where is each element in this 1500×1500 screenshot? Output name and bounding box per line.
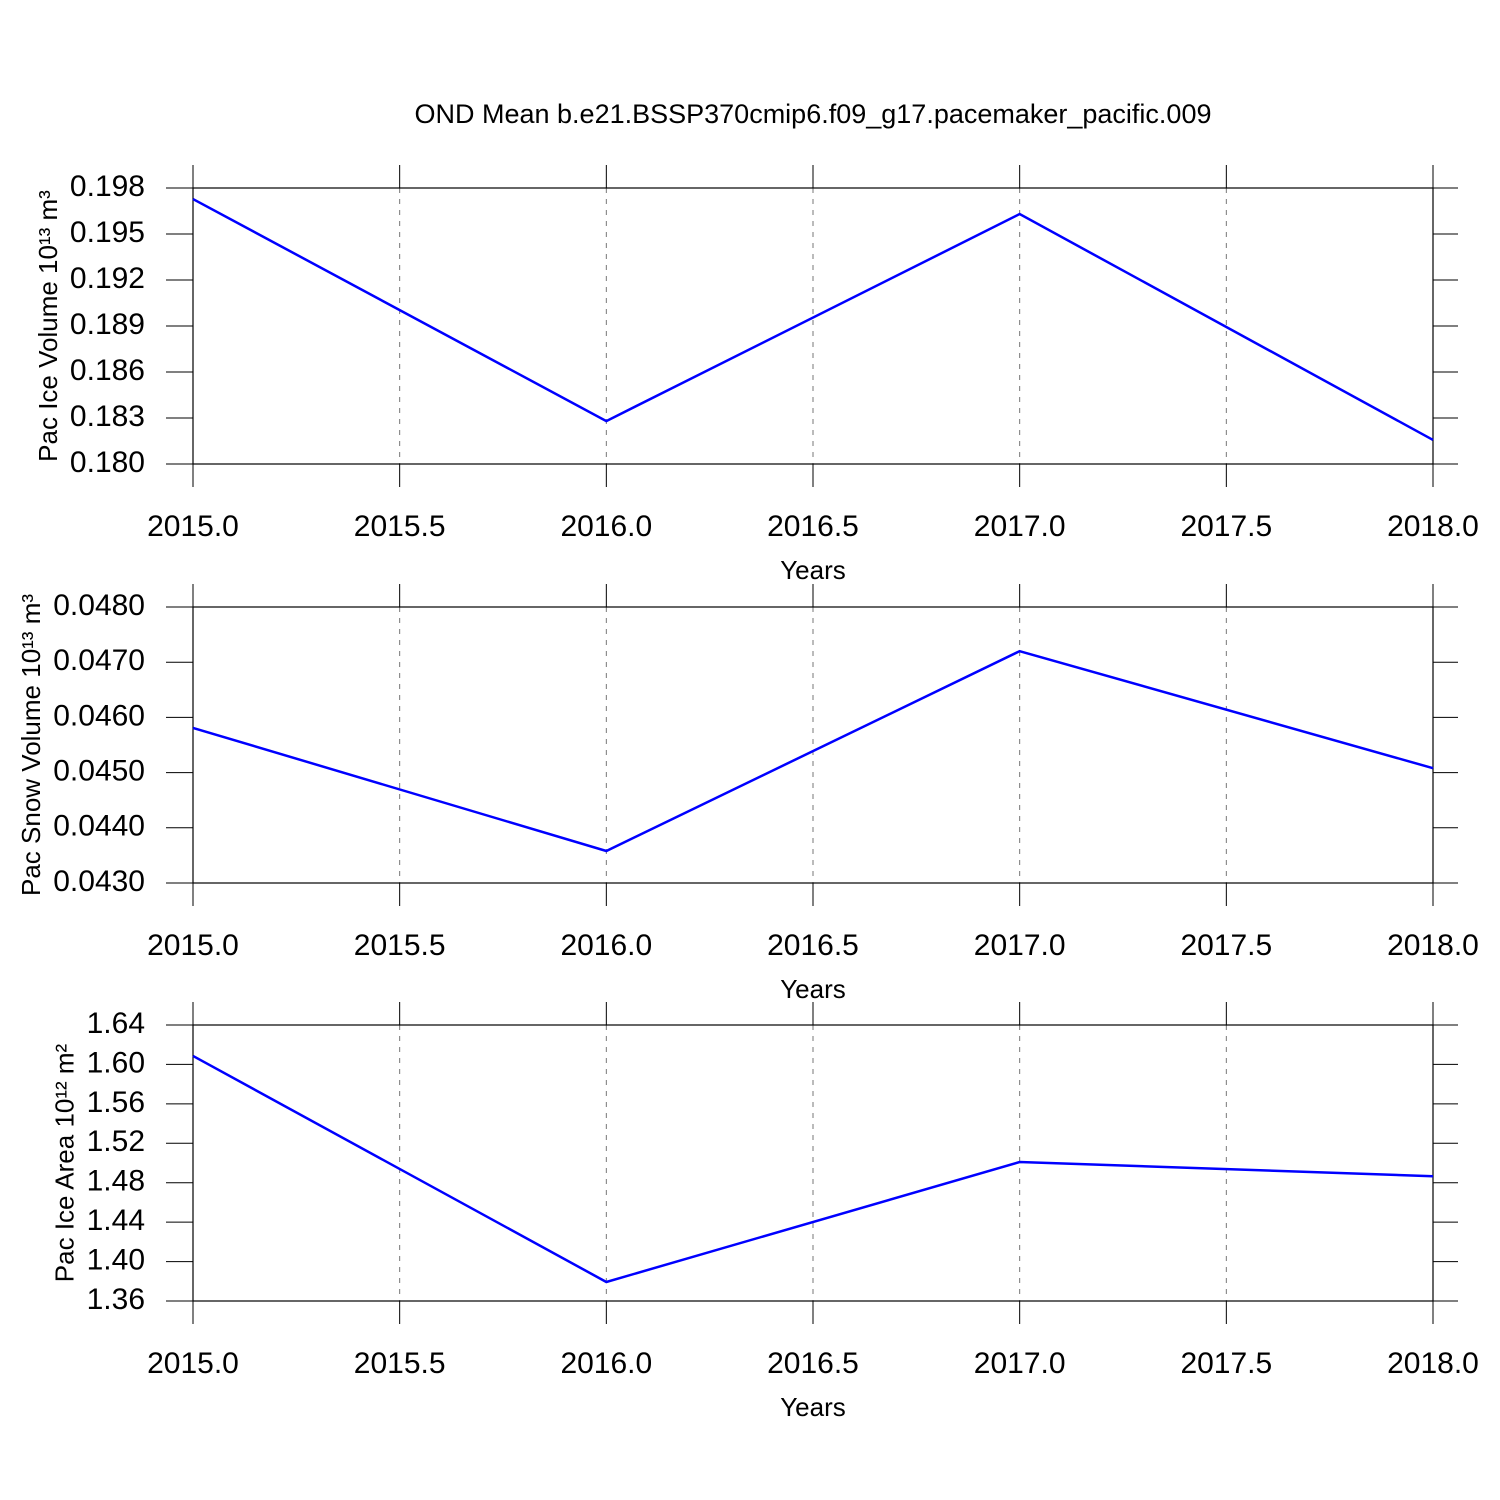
x-tick-label: 2016.5 <box>767 929 859 962</box>
x-tick-label: 2017.5 <box>1180 1347 1272 1380</box>
data-line <box>192 1054 1434 1284</box>
chart-title: OND Mean b.e21.BSSP370cmip6.f09_g17.pace… <box>415 99 1212 129</box>
x-tick-label: 2015.0 <box>147 929 239 962</box>
y-tick-label: 0.198 <box>70 170 145 203</box>
plot-frame <box>192 1024 1434 1302</box>
y-tick-label: 0.186 <box>70 354 145 387</box>
y-tick-label: 1.56 <box>87 1086 145 1119</box>
x-tick-label: 2018.0 <box>1387 1347 1479 1380</box>
y-tick-label: 0.0480 <box>53 589 145 622</box>
y-tick-label: 0.0460 <box>53 699 145 732</box>
y-tick-label: 1.44 <box>87 1204 145 1237</box>
panel: 2015.0 2015.5 2016.0 2016.5 2017.0 2017.5 2018… <box>16 584 1479 1004</box>
y-tick-label: 0.0430 <box>53 865 145 898</box>
x-tick-label: 2016.5 <box>767 1347 859 1380</box>
plot-frame <box>192 187 1434 465</box>
y-tick-label: 1.36 <box>87 1283 145 1316</box>
x-tick-label: 2015.5 <box>354 929 446 962</box>
x-axis-label: Years <box>780 555 846 585</box>
x-tick-label: 2016.0 <box>560 1347 652 1380</box>
data-line <box>192 649 1434 853</box>
x-tick-label: 2015.5 <box>354 510 446 543</box>
y-tick-label: 0.189 <box>70 308 145 341</box>
x-tick-label: 2018.0 <box>1387 929 1479 962</box>
y-axis-label: Pac Ice Area 10¹² m² <box>49 1043 79 1282</box>
x-axis-label: Years <box>780 974 846 1004</box>
x-tick-label: 2018.0 <box>1387 510 1479 543</box>
x-tick-label: 2017.5 <box>1180 929 1272 962</box>
x-tick-label: 2017.5 <box>1180 510 1272 543</box>
panel: 2015.0 2015.5 2016.0 2016.5 2017.0 2017.5 2018… <box>49 1002 1479 1422</box>
x-tick-label: 2017.0 <box>974 929 1066 962</box>
x-tick-label: 2015.0 <box>147 510 239 543</box>
y-tick-label: 1.52 <box>87 1125 145 1158</box>
x-tick-label: 2016.5 <box>767 510 859 543</box>
panel: OND Mean b.e21.BSSP370cmip6.f09_g17.pace… <box>33 99 1479 585</box>
data-line <box>192 197 1434 442</box>
y-axis-label: Pac Ice Volume 10¹³ m³ <box>33 190 63 462</box>
y-tick-label: 0.0440 <box>53 810 145 843</box>
y-tick-label: 1.64 <box>87 1007 145 1040</box>
y-tick-label: 0.180 <box>70 446 145 479</box>
y-tick-label: 0.183 <box>70 400 145 433</box>
plot-frame <box>192 606 1434 884</box>
x-tick-label: 2015.0 <box>147 1347 239 1380</box>
y-tick-label: 1.60 <box>87 1046 145 1079</box>
y-tick-label: 0.192 <box>70 262 145 295</box>
y-axis-label: Pac Snow Volume 10¹³ m³ <box>16 594 46 896</box>
x-tick-label: 2015.5 <box>354 1347 446 1380</box>
y-tick-label: 0.0450 <box>53 755 145 788</box>
x-tick-label: 2016.0 <box>560 929 652 962</box>
y-tick-label: 1.48 <box>87 1165 145 1198</box>
x-tick-label: 2017.0 <box>974 1347 1066 1380</box>
x-tick-label: 2017.0 <box>974 510 1066 543</box>
x-tick-label: 2016.0 <box>560 510 652 543</box>
y-tick-label: 1.40 <box>87 1243 145 1276</box>
y-tick-label: 0.0470 <box>53 644 145 677</box>
x-axis-label: Years <box>780 1392 846 1422</box>
y-tick-label: 0.195 <box>70 216 145 249</box>
